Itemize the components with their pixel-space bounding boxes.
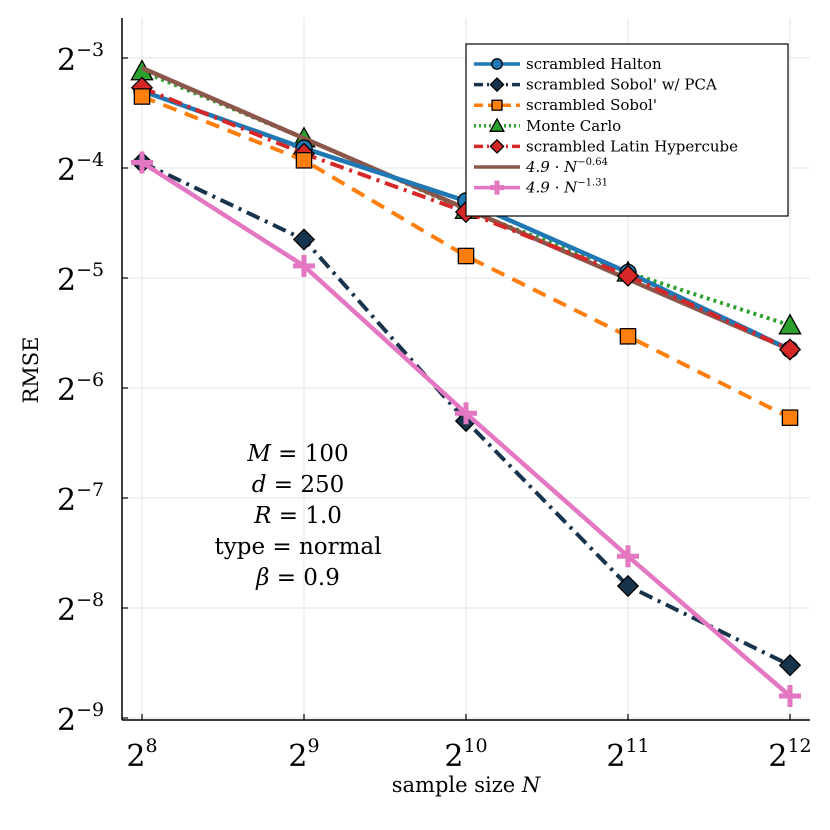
- legend-label: scrambled Halton: [526, 55, 662, 73]
- legend-item: scrambled Sobol': [474, 96, 657, 114]
- legend-label: scrambled Sobol' w/ PCA: [526, 76, 717, 94]
- data-point-diamond: [616, 574, 640, 598]
- x-tick-label: 29: [288, 735, 319, 774]
- legend-label: 4.9 · N−0.64: [525, 157, 608, 176]
- data-point-circle: [491, 58, 503, 70]
- annotation-line: d = 250: [252, 472, 345, 498]
- data-point-cross: [293, 254, 315, 277]
- data-point-diamond: [616, 264, 640, 287]
- y-tick-label: 2−9: [57, 699, 104, 738]
- legend-item: scrambled Latin Hypercube: [474, 137, 738, 155]
- data-point-triangle: [778, 313, 802, 335]
- y-tick-label: 2−8: [57, 589, 104, 628]
- legend-item: scrambled Halton: [474, 55, 662, 73]
- x-tick-label: 211: [606, 735, 649, 774]
- legend-item: scrambled Sobol' w/ PCA: [474, 76, 717, 94]
- data-point-square: [619, 327, 637, 345]
- y-tick-label: 2−7: [57, 479, 104, 518]
- axes: [121, 18, 810, 721]
- data-point-cross: [131, 151, 153, 174]
- y-tick-label: 2−5: [57, 259, 104, 298]
- data-point-diamond: [778, 338, 802, 361]
- series-line: [141, 85, 791, 352]
- annotation-line: β = 0.9: [255, 565, 340, 591]
- data-point-triangle: [489, 117, 505, 132]
- legend: scrambled Halton scrambled Sobol' w/ PCA s…: [465, 43, 789, 217]
- series-4-9-n-1-31: [131, 151, 801, 707]
- annotation-line: R = 1.0: [253, 503, 342, 529]
- data-point-cross: [455, 402, 477, 425]
- data-point-diamond: [489, 77, 505, 93]
- annotation-line: type = normal: [214, 534, 381, 560]
- annotation-line: M = 100: [246, 441, 348, 467]
- x-tick-label: 212: [768, 735, 811, 774]
- legend-item: Monte Carlo: [474, 117, 621, 135]
- y-tick-label: 2−4: [57, 149, 104, 188]
- x-axis-label: sample size N: [392, 773, 541, 797]
- x-tick-label: 210: [444, 735, 487, 774]
- data-point-square: [491, 99, 503, 111]
- series-line: [141, 160, 791, 667]
- legend-label: scrambled Sobol': [526, 96, 657, 114]
- legend-label: 4.9 · N−1.31: [525, 178, 608, 197]
- data-point-square: [781, 409, 799, 426]
- y-tick-label: 2−6: [57, 369, 104, 408]
- parameter-annotation: M = 100 d = 250 R = 1.0 type = normal β = 0.…: [214, 441, 381, 591]
- data-point-square: [457, 247, 475, 265]
- legend-label: scrambled Latin Hypercube: [526, 137, 738, 155]
- y-tick-label: 2−3: [57, 39, 104, 78]
- legend-item: 4.9 · N−1.31: [474, 178, 608, 197]
- data-point-cross: [617, 545, 639, 568]
- data-point-diamond: [489, 138, 505, 154]
- data-point-diamond: [292, 228, 316, 251]
- data-point-cross: [490, 180, 504, 195]
- data-point-diamond: [778, 654, 802, 677]
- series-line: [141, 94, 791, 420]
- tick-labels: 28 29 210 211 212 2−3 2−4 2−5 2−6 2−7 2−8 2−9: [57, 39, 812, 774]
- legend-item: 4.9 · N−0.64: [474, 157, 608, 176]
- x-tick-label: 28: [126, 735, 157, 774]
- data-point-cross: [779, 685, 801, 707]
- data-point-square: [133, 88, 151, 105]
- data-point-square: [295, 151, 313, 169]
- legend-label: Monte Carlo: [526, 117, 621, 135]
- series-scrambled-sobol: [133, 88, 799, 426]
- y-axis-label: RMSE: [19, 336, 43, 403]
